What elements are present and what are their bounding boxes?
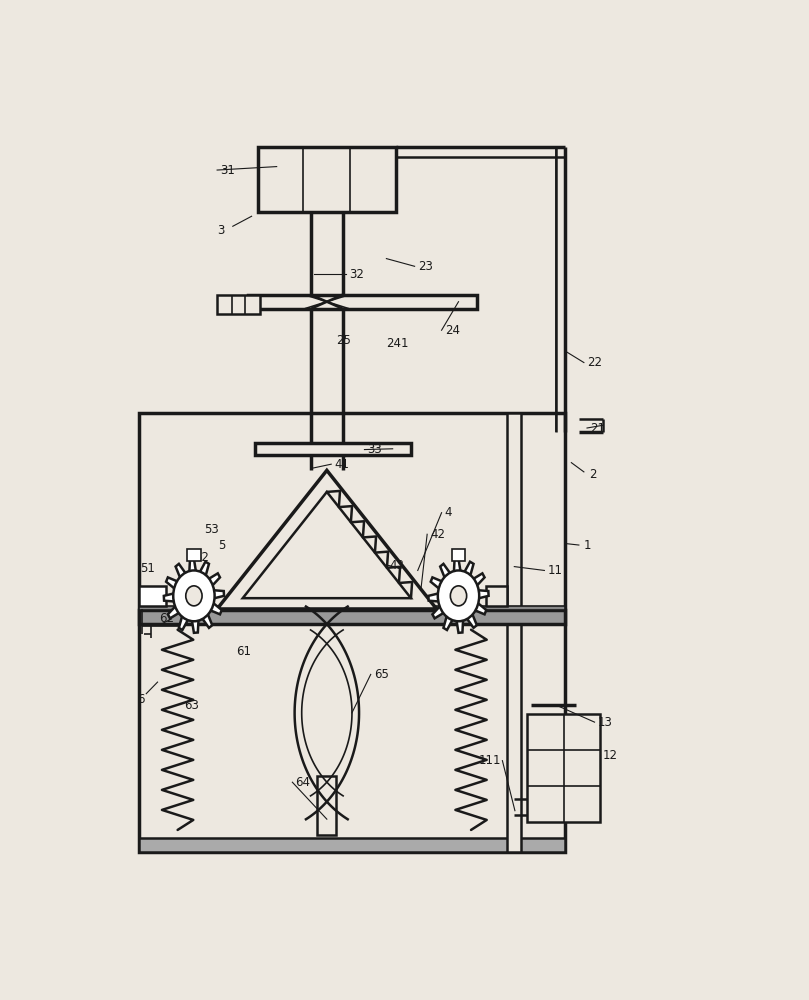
Circle shape — [438, 570, 479, 621]
Text: 24: 24 — [445, 324, 460, 337]
Text: 33: 33 — [367, 443, 383, 456]
Text: 42: 42 — [430, 528, 445, 541]
Circle shape — [186, 586, 202, 606]
Text: 11: 11 — [548, 564, 562, 577]
Text: 65: 65 — [374, 668, 389, 681]
Text: 22: 22 — [587, 356, 602, 369]
Circle shape — [451, 586, 467, 606]
Text: 3: 3 — [217, 224, 224, 237]
Text: 43: 43 — [390, 559, 404, 572]
Text: 12: 12 — [603, 749, 618, 762]
Text: 51: 51 — [140, 562, 155, 575]
Text: 1: 1 — [584, 539, 591, 552]
Text: 4: 4 — [445, 506, 452, 519]
Polygon shape — [217, 470, 437, 609]
Text: 41: 41 — [334, 458, 349, 471]
Text: 52: 52 — [194, 551, 209, 564]
Text: 5: 5 — [218, 539, 225, 552]
Text: 62: 62 — [159, 612, 174, 625]
Text: 23: 23 — [417, 260, 433, 273]
Text: 25: 25 — [337, 334, 351, 347]
Bar — [317, 776, 337, 835]
Text: 53: 53 — [205, 523, 219, 536]
Bar — [451, 549, 465, 561]
Bar — [248, 295, 477, 309]
Bar — [187, 549, 201, 561]
Text: 32: 32 — [349, 267, 364, 280]
Polygon shape — [163, 559, 224, 633]
Text: 2: 2 — [589, 468, 596, 481]
Bar — [138, 413, 565, 852]
Circle shape — [173, 570, 214, 621]
Bar — [138, 586, 167, 606]
Text: 13: 13 — [598, 716, 612, 729]
Text: 111: 111 — [479, 754, 501, 767]
Polygon shape — [429, 559, 489, 633]
Bar — [258, 147, 396, 212]
Text: 6: 6 — [138, 693, 145, 706]
Bar — [486, 586, 507, 606]
Bar — [217, 295, 260, 314]
Text: 241: 241 — [387, 337, 409, 350]
Text: 61: 61 — [236, 645, 252, 658]
Bar — [255, 443, 412, 455]
Bar — [527, 714, 599, 822]
Bar — [138, 610, 565, 624]
Text: 64: 64 — [295, 776, 311, 789]
Bar — [507, 413, 521, 852]
Text: 21: 21 — [591, 422, 605, 434]
Text: 63: 63 — [184, 699, 199, 712]
Bar — [138, 838, 565, 852]
Bar — [138, 606, 565, 610]
Polygon shape — [243, 492, 411, 598]
Text: 31: 31 — [220, 164, 235, 177]
